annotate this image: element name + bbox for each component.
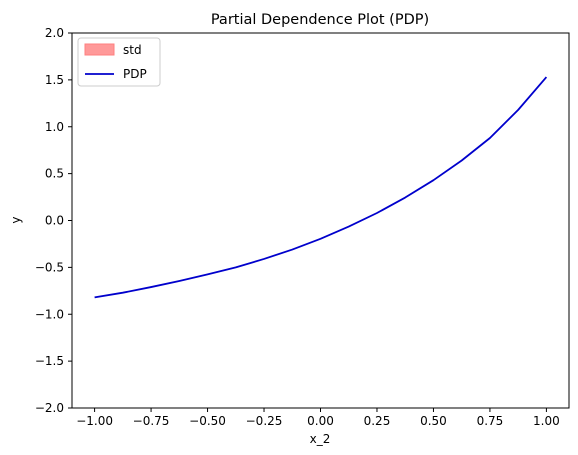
- y-tick-label: 0.5: [45, 167, 64, 181]
- x-tick-label: −0.50: [189, 414, 226, 428]
- x-tick-label: 0.00: [307, 414, 334, 428]
- x-tick-label: 0.25: [364, 414, 391, 428]
- y-axis: −2.0 −1.5 −1.0 −0.5 0.0 0.5 1.0 1.5 2.0: [35, 26, 72, 415]
- y-axis-label: y: [9, 216, 23, 223]
- x-tick-label: −0.25: [246, 414, 283, 428]
- x-tick-label: −1.00: [76, 414, 113, 428]
- y-tick-label: 1.5: [45, 73, 64, 87]
- x-tick-label: −0.75: [133, 414, 170, 428]
- y-tick-label: −1.0: [35, 307, 64, 321]
- chart-title: Partial Dependence Plot (PDP): [211, 12, 429, 28]
- y-tick-label: −0.5: [35, 260, 64, 274]
- x-tick-label: 1.00: [533, 414, 560, 428]
- legend: std PDP: [77, 37, 161, 87]
- x-axis-label: x_2: [310, 432, 331, 446]
- y-tick-label: −1.5: [35, 354, 64, 368]
- x-axis: −1.00 −0.75 −0.50 −0.25 0.00 0.25 0.50 0.75 1.00: [76, 408, 560, 428]
- y-tick-label: 1.0: [45, 120, 64, 134]
- series-layer: [94, 76, 548, 299]
- y-tick-label: 0.0: [45, 214, 64, 228]
- legend-label-pdp: PDP: [123, 67, 147, 81]
- x-tick-label: 0.50: [420, 414, 447, 428]
- y-tick-label: 2.0: [45, 26, 64, 40]
- std-band-layer: [94, 77, 547, 298]
- x-tick-label: 0.75: [477, 414, 504, 428]
- series-std-band: [94, 77, 547, 298]
- series-pdp-line: [94, 76, 548, 299]
- y-tick-label: −2.0: [35, 401, 64, 415]
- legend-swatch-std: [84, 43, 115, 56]
- legend-label-std: std: [123, 43, 142, 57]
- plot-frame: [71, 32, 570, 409]
